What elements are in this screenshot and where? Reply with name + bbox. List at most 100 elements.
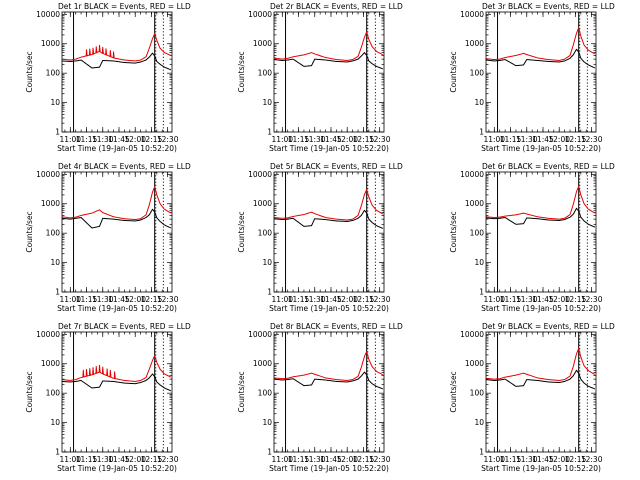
x-tick-label: 12:15: [353, 295, 375, 304]
series-line-events: [273, 52, 384, 70]
x-tick-label: 12:00: [124, 135, 146, 144]
x-tick-label: 12:00: [548, 135, 570, 144]
plot-frame: [61, 171, 173, 293]
series-line-lld: [61, 33, 172, 62]
x-axis-label: Start Time (19-Jan-05 10:52:20): [57, 144, 177, 153]
x-tick-label: 12:00: [124, 455, 146, 464]
x-tick-label: 12:30: [581, 455, 603, 464]
panel-title: Det 9r BLACK = Events, RED = LLD: [482, 322, 615, 331]
y-tick-label: 1: [479, 128, 484, 137]
x-tick-label: 12:00: [336, 135, 358, 144]
y-axis-label: Counts/sec: [25, 211, 34, 252]
x-tick-label: 11:45: [320, 295, 342, 304]
x-tick-label: 12:15: [141, 135, 163, 144]
x-axis-label: Start Time (19-Jan-05 10:52:20): [269, 464, 389, 473]
x-tick-label: 12:30: [369, 455, 391, 464]
x-tick-label: 11:00: [483, 135, 505, 144]
x-axis-label: Start Time (19-Jan-05 10:52:20): [269, 144, 389, 153]
panel-title: Det 6r BLACK = Events, RED = LLD: [482, 162, 615, 171]
x-tick-label: 11:30: [516, 135, 538, 144]
panel-title: Det 7r BLACK = Events, RED = LLD: [58, 322, 191, 331]
y-tick-label: 1000: [465, 359, 484, 368]
y-tick-label: 1: [55, 288, 60, 297]
x-tick-label: 11:15: [288, 295, 310, 304]
y-tick-label: 100: [258, 389, 273, 398]
panel-det-3r: Det 3r BLACK = Events, RED = LLD Counts/s…: [449, 2, 615, 153]
y-tick-label: 10000: [248, 10, 272, 19]
y-tick-label: 10: [262, 258, 272, 267]
series-line-lld: [273, 189, 384, 221]
y-tick-label: 10: [50, 98, 60, 107]
y-tick-label: 10000: [36, 170, 60, 179]
y-axis-label: Counts/sec: [237, 371, 246, 412]
panel-det-7r: Det 7r BLACK = Events, RED = LLD Counts/s…: [25, 322, 191, 473]
panel-title: Det 8r BLACK = Events, RED = LLD: [270, 322, 403, 331]
x-tick-label: 11:30: [92, 455, 114, 464]
x-tick-label: 11:15: [76, 295, 98, 304]
y-axis-label: Counts/sec: [237, 211, 246, 252]
x-tick-label: 11:30: [304, 135, 326, 144]
panel-det-6r: Det 6r BLACK = Events, RED = LLD Counts/s…: [449, 162, 615, 313]
x-tick-label: 12:30: [157, 135, 179, 144]
series-line-lld: [61, 355, 172, 382]
y-tick-label: 100: [470, 389, 485, 398]
panel-det-1r: Det 1r BLACK = Events, RED = LLD Counts/s…: [25, 2, 191, 153]
y-tick-label: 10: [474, 418, 484, 427]
y-tick-label: 1000: [253, 39, 272, 48]
series-line-events: [61, 373, 172, 392]
y-tick-label: 1: [267, 448, 272, 457]
y-tick-label: 100: [258, 69, 273, 78]
y-tick-label: 10000: [36, 330, 60, 339]
x-tick-label: 11:30: [516, 455, 538, 464]
x-axis-label: Start Time (19-Jan-05 10:52:20): [481, 464, 601, 473]
y-tick-label: 100: [258, 229, 273, 238]
series-line-lld: [61, 186, 172, 221]
x-tick-label: 11:00: [483, 455, 505, 464]
y-tick-label: 10: [262, 418, 272, 427]
y-tick-label: 1: [267, 128, 272, 137]
x-tick-label: 12:00: [124, 295, 146, 304]
x-tick-label: 11:15: [76, 455, 98, 464]
plot-frame: [273, 11, 385, 133]
y-tick-label: 10000: [248, 170, 272, 179]
y-tick-label: 10: [474, 98, 484, 107]
y-tick-label: 1: [267, 288, 272, 297]
x-tick-label: 12:15: [353, 135, 375, 144]
x-tick-label: 11:15: [288, 455, 310, 464]
series-line-lld: [485, 185, 596, 220]
x-tick-label: 12:00: [336, 295, 358, 304]
plot-frame: [485, 11, 597, 133]
y-axis-label: Counts/sec: [449, 51, 458, 92]
panel-title: Det 5r BLACK = Events, RED = LLD: [270, 162, 403, 171]
series-line-lld: [273, 31, 384, 61]
y-tick-label: 10: [50, 418, 60, 427]
y-tick-label: 1000: [41, 199, 60, 208]
y-tick-label: 10: [474, 258, 484, 267]
series-line-events: [485, 48, 596, 69]
plot-frame: [61, 331, 173, 453]
y-tick-label: 10: [262, 98, 272, 107]
plot-frame: [61, 11, 173, 133]
x-tick-label: 12:15: [565, 295, 587, 304]
x-axis-label: Start Time (19-Jan-05 10:52:20): [481, 144, 601, 153]
x-tick-label: 11:00: [59, 135, 81, 144]
series-line-events: [273, 371, 384, 390]
x-axis-label: Start Time (19-Jan-05 10:52:20): [269, 304, 389, 313]
panel-det-2r: Det 2r BLACK = Events, RED = LLD Counts/s…: [237, 2, 403, 153]
y-tick-label: 1000: [41, 39, 60, 48]
y-tick-label: 10000: [460, 10, 484, 19]
x-tick-label: 11:45: [532, 135, 554, 144]
panel-det-8r: Det 8r BLACK = Events, RED = LLD Counts/s…: [237, 322, 403, 473]
x-axis-label: Start Time (19-Jan-05 10:52:20): [57, 304, 177, 313]
series-line-events: [485, 207, 596, 228]
y-tick-label: 1: [479, 448, 484, 457]
x-tick-label: 11:00: [271, 455, 293, 464]
series-line-events: [61, 52, 172, 71]
x-tick-label: 11:45: [532, 295, 554, 304]
x-tick-label: 12:30: [369, 135, 391, 144]
panel-title: Det 2r BLACK = Events, RED = LLD: [270, 2, 403, 11]
x-tick-label: 11:00: [59, 455, 81, 464]
y-tick-label: 100: [470, 69, 485, 78]
panel-det-4r: Det 4r BLACK = Events, RED = LLD Counts/s…: [25, 162, 191, 313]
y-tick-label: 10000: [460, 170, 484, 179]
